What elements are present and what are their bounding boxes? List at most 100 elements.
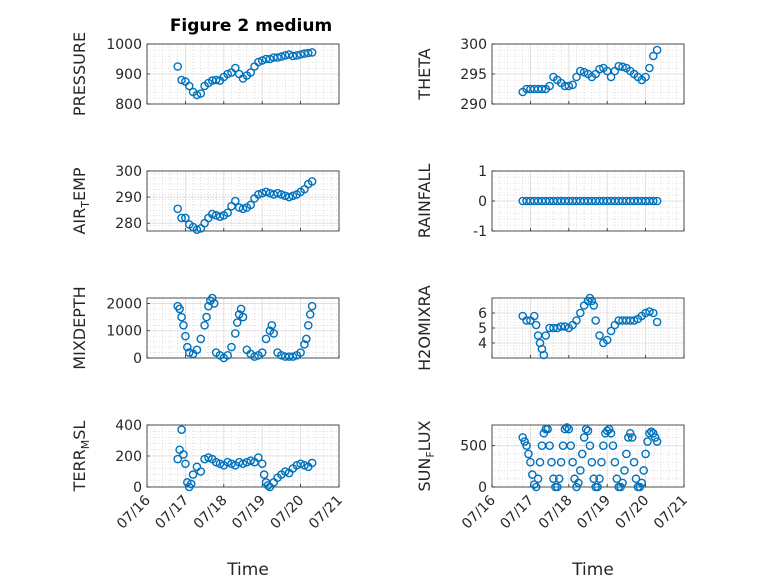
data-point — [183, 478, 192, 487]
data-point — [637, 478, 647, 488]
data-point — [648, 308, 658, 318]
data-point — [196, 467, 206, 476]
data-point — [587, 457, 597, 467]
data-point — [223, 208, 232, 218]
y-tick-label: 300 — [460, 37, 487, 53]
data-point — [173, 454, 183, 464]
y-tick-label: 4 — [478, 336, 487, 352]
data-point — [556, 322, 566, 331]
data-point — [614, 61, 624, 71]
data-point — [175, 304, 184, 314]
data-point — [215, 212, 225, 221]
y-tick-label: 1 — [478, 164, 487, 180]
data-point — [576, 466, 585, 475]
data-point — [583, 426, 593, 436]
data-point — [261, 54, 271, 64]
data-point — [552, 323, 562, 333]
data-point — [608, 441, 618, 450]
data-point — [620, 466, 629, 475]
data-point — [552, 482, 562, 492]
data-point — [520, 437, 529, 446]
data-point — [591, 316, 600, 325]
data-point — [223, 69, 232, 79]
axes-box — [491, 424, 685, 488]
data-point — [581, 424, 591, 434]
data-series — [518, 423, 662, 492]
y-tick-label: 280 — [115, 216, 142, 232]
y-tick-label: 0 — [478, 480, 487, 496]
subplot-2: 290 295 300 THETA — [415, 37, 685, 113]
data-point — [529, 311, 539, 321]
data-point — [177, 213, 186, 223]
data-point — [531, 482, 541, 492]
data-point — [547, 457, 556, 467]
data-point — [652, 196, 662, 206]
data-point — [599, 441, 608, 450]
data-point — [643, 437, 652, 446]
y-tick-label: 290 — [115, 190, 142, 206]
data-point — [307, 458, 317, 468]
data-series — [518, 45, 662, 97]
data-point — [254, 453, 263, 462]
data-point — [246, 456, 255, 465]
data-point — [648, 428, 658, 438]
data-point — [554, 474, 564, 484]
data-point — [627, 433, 637, 442]
data-point — [277, 190, 286, 199]
ylabel-5: MIXDEPTH — [70, 286, 89, 369]
data-point — [645, 63, 654, 73]
data-point — [238, 204, 248, 214]
data-point — [618, 62, 627, 72]
data-point — [529, 480, 539, 489]
data-point — [587, 296, 597, 306]
data-point — [622, 449, 631, 459]
y-tick-label: 400 — [115, 418, 142, 434]
data-point — [524, 449, 533, 459]
data-point — [238, 459, 248, 469]
axes-box — [146, 170, 340, 232]
data-point — [273, 53, 282, 62]
data-point — [284, 352, 294, 361]
data-point — [568, 457, 577, 467]
ylabel-6: H2OMIXRA — [415, 285, 434, 371]
data-point — [602, 335, 612, 345]
data-point — [537, 84, 547, 94]
data-point — [539, 350, 549, 360]
y-tick-label: 6 — [478, 306, 487, 322]
data-point — [647, 427, 656, 436]
y-tick-label: 1000 — [106, 324, 142, 340]
y-tick-label: 0 — [478, 194, 487, 210]
data-point — [284, 192, 294, 202]
data-point — [564, 424, 574, 434]
figure-title: Figure 2 medium — [170, 16, 332, 36]
data-point — [280, 467, 290, 476]
data-point — [595, 474, 604, 484]
data-point — [625, 316, 635, 325]
data-point — [173, 204, 183, 214]
subplot-3: 280 290 300 AIRTEMP — [70, 164, 340, 235]
data-point — [300, 460, 309, 470]
data-series — [173, 425, 317, 492]
axes-box — [146, 297, 340, 359]
data-point — [549, 323, 558, 333]
data-point — [650, 433, 660, 442]
subplot-5: 0 1000 2000 MIXDEPTH — [70, 286, 340, 370]
data-point — [589, 301, 599, 310]
data-point — [261, 187, 271, 197]
data-point — [196, 334, 206, 344]
data-point — [522, 441, 531, 450]
data-point — [177, 425, 186, 434]
data-point — [288, 51, 298, 61]
data-series — [173, 48, 317, 100]
data-point — [645, 307, 654, 316]
data-point — [612, 474, 622, 484]
y-tick-label: 2000 — [106, 296, 142, 312]
data-point — [303, 48, 313, 58]
data-point — [576, 308, 585, 318]
data-point — [300, 340, 309, 349]
data-point — [209, 299, 219, 308]
data-point — [579, 433, 589, 442]
data-point — [173, 62, 183, 71]
data-point — [645, 428, 654, 438]
